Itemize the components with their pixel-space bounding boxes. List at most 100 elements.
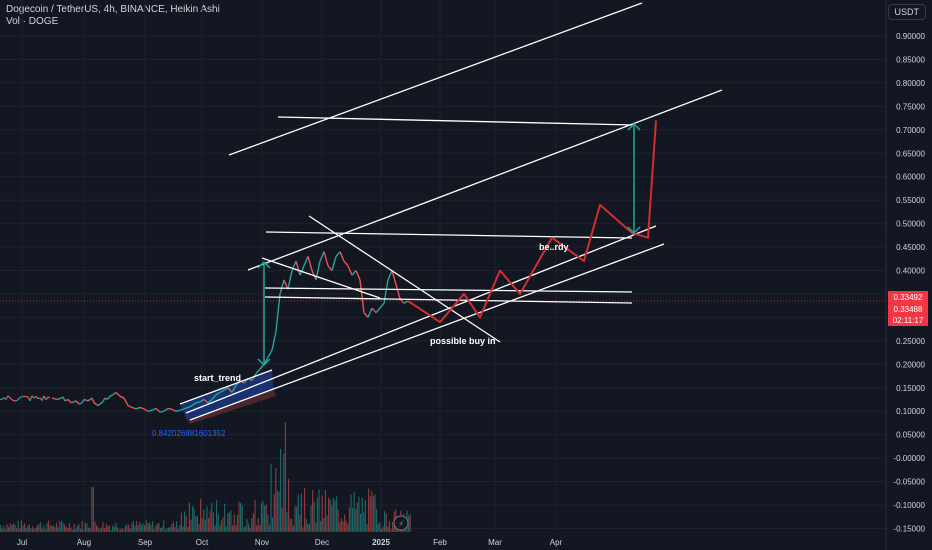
volume-bar <box>299 515 301 532</box>
channel-line <box>189 243 665 421</box>
y-tick-label: 0.65000 <box>896 149 925 158</box>
projection-path <box>407 120 657 324</box>
volume-bar <box>112 525 114 532</box>
volume-bar <box>217 514 219 532</box>
currency-selector[interactable]: USDT <box>887 4 926 20</box>
volume-bar <box>297 494 299 532</box>
price-segment <box>81 399 85 404</box>
volume-bar <box>348 507 350 532</box>
volume-bar <box>134 525 136 532</box>
volume-bar <box>124 525 126 532</box>
volume-bar <box>22 525 24 532</box>
volume-bar <box>48 520 50 532</box>
volume-bar <box>219 525 221 532</box>
volume-bar <box>339 522 341 532</box>
y-tick-label: -0.10000 <box>893 501 925 510</box>
price-segment <box>1 397 5 400</box>
price-segment <box>199 398 205 403</box>
volume-bar <box>352 507 354 532</box>
volume-bar <box>120 529 122 532</box>
be-rdy-label: be..rdy <box>539 242 569 252</box>
price-segment <box>119 395 125 399</box>
volume-bar <box>356 502 358 532</box>
price-segment <box>203 398 209 404</box>
price-segment <box>223 387 229 391</box>
price-segment <box>143 408 149 412</box>
price-segment <box>151 407 157 411</box>
green-arrow-left-head-bottom <box>257 358 271 367</box>
price-segment <box>167 407 173 411</box>
volume-bar <box>108 525 110 532</box>
volume-bar <box>372 496 374 532</box>
volume-bar <box>51 525 53 532</box>
price-badge-2-bg <box>888 303 928 327</box>
volume-bar <box>323 518 325 532</box>
volume-bar <box>148 522 150 532</box>
volume-bar <box>380 528 382 532</box>
volume-bar <box>316 497 318 532</box>
volume-bar <box>332 497 334 532</box>
volume-bar <box>206 506 208 532</box>
volume-bar <box>340 518 342 532</box>
volume-bar <box>30 528 32 532</box>
price-segment <box>231 385 237 393</box>
lightning-icon[interactable]: ⚡ <box>393 515 409 531</box>
x-tick-label: Sep <box>138 538 153 547</box>
volume-bar <box>248 523 250 532</box>
volume-bar <box>337 509 339 532</box>
price-segment <box>78 402 83 405</box>
volume-bar <box>107 525 109 532</box>
red-zone-fill <box>187 390 276 424</box>
volume-bar <box>385 513 387 532</box>
price-segment <box>371 307 377 314</box>
volume-bar <box>244 526 246 532</box>
price-segment <box>191 402 197 407</box>
price-series <box>0 251 409 413</box>
volume-bar <box>321 496 323 532</box>
channel-line <box>308 215 501 343</box>
volume-bar <box>121 528 123 532</box>
volume-bar <box>11 525 13 532</box>
volume-bar <box>32 526 34 532</box>
volume-bar <box>257 518 259 532</box>
volume-bar <box>96 525 98 532</box>
volume-bar <box>227 513 229 532</box>
price-segment <box>135 406 141 410</box>
volume-bar <box>326 515 328 532</box>
volume-bar <box>222 517 224 532</box>
volume-bar <box>387 526 389 532</box>
price-segment <box>395 284 401 299</box>
svg-text:⚡: ⚡ <box>398 520 404 530</box>
volume-bar <box>304 488 306 532</box>
volume-bar <box>190 519 192 532</box>
y-tick-label: 0.55000 <box>896 196 925 205</box>
volume-bar <box>265 504 267 532</box>
volume-bar <box>116 527 118 532</box>
projection-line <box>407 120 657 324</box>
y-tick-label: 0.90000 <box>896 32 925 41</box>
volume-bar <box>57 527 59 532</box>
volume-bar <box>139 522 141 532</box>
price-segment <box>106 395 111 400</box>
y-tick-label: 0.40000 <box>896 267 925 276</box>
volume-bar <box>230 510 232 532</box>
volume-bar <box>176 521 178 532</box>
volume-bar <box>294 506 296 532</box>
price-segment <box>75 400 80 405</box>
x-tick-label: Apr <box>550 538 563 547</box>
volume-bar <box>350 494 352 532</box>
volume-bar <box>228 512 230 532</box>
price-segment <box>187 404 193 409</box>
price-segment <box>227 387 233 393</box>
volume-bar <box>70 527 72 532</box>
price-badge-1-bg <box>888 291 928 304</box>
volume-bar <box>104 528 106 532</box>
volume-bar <box>270 463 272 532</box>
volume-bar <box>83 529 85 532</box>
volume-bar <box>54 527 56 532</box>
volume-bar <box>19 528 21 532</box>
volume-bar <box>305 518 307 532</box>
price-segment <box>351 270 357 276</box>
price-segment <box>355 270 361 281</box>
